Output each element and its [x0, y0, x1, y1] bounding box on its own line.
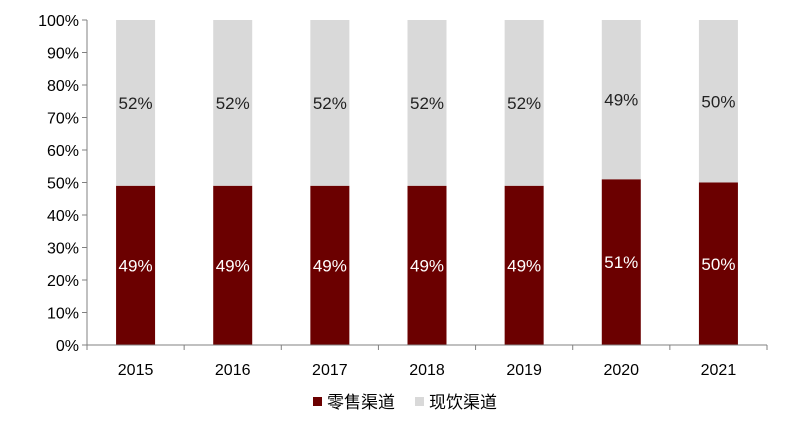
y-tick-label-0: 0% — [56, 338, 79, 355]
data-label-onpremise-2016: 52% — [216, 94, 250, 113]
x-tick-label-2015: 2015 — [118, 362, 154, 379]
bar-retail-2018 — [407, 185, 447, 345]
bar-onpremise-2018 — [407, 20, 447, 186]
bar-retail-2020 — [601, 179, 641, 345]
x-tick-label-2019: 2019 — [506, 362, 542, 379]
x-tick-label-2016: 2016 — [215, 362, 251, 379]
legend: 零售渠道 现饮渠道 — [313, 393, 497, 413]
y-tick-label-5: 50% — [47, 176, 79, 193]
bar-retail-2021 — [698, 182, 738, 345]
data-label-retail-2019: 49% — [507, 256, 541, 275]
x-tick-label-2018: 2018 — [409, 362, 445, 379]
y-tick-label-2: 20% — [47, 273, 79, 290]
legend-label-1: 现饮渠道 — [429, 393, 497, 413]
bar-retail-2015 — [116, 185, 156, 345]
data-labels: 49% 52% 49% 52% 49% 52% 49% 52% 49% 52% 51% 49% 50% 5… — [119, 91, 736, 276]
y-tick-label-10: 100% — [38, 13, 79, 30]
data-label-retail-2016: 49% — [216, 256, 250, 275]
data-label-onpremise-2019: 52% — [507, 94, 541, 113]
data-label-retail-2015: 49% — [119, 256, 153, 275]
legend-swatch-0 — [313, 397, 322, 406]
data-label-retail-2018: 49% — [410, 256, 444, 275]
bar-onpremise-2021 — [698, 20, 738, 183]
data-label-onpremise-2020: 49% — [604, 91, 638, 110]
bar-retail-2019 — [504, 185, 544, 345]
legend-swatch-1 — [415, 397, 424, 406]
y-tick-label-4: 40% — [47, 208, 79, 225]
y-tick-label-1: 10% — [47, 306, 79, 323]
axes: 2015 2016 2017 2018 2019 2020 2021 0% 10% 20% 30% 4… — [38, 13, 768, 379]
legend-label-0: 零售渠道 — [327, 393, 395, 413]
bar-retail-2016 — [213, 185, 253, 345]
data-label-onpremise-2015: 52% — [119, 94, 153, 113]
data-label-onpremise-2018: 52% — [410, 94, 444, 113]
x-tick-label-2017: 2017 — [312, 362, 348, 379]
bar-onpremise-2017 — [310, 20, 350, 186]
data-label-onpremise-2017: 52% — [313, 94, 347, 113]
y-tick-label-3: 30% — [47, 241, 79, 258]
y-tick-label-6: 60% — [47, 143, 79, 160]
bar-onpremise-2016 — [213, 20, 253, 186]
data-label-retail-2020: 51% — [604, 253, 638, 272]
y-tick-label-9: 90% — [47, 46, 79, 63]
y-tick-label-8: 80% — [47, 78, 79, 95]
data-label-retail-2017: 49% — [313, 256, 347, 275]
data-label-onpremise-2021: 50% — [701, 92, 735, 111]
bars-layer — [116, 20, 738, 345]
bar-onpremise-2020 — [601, 20, 641, 180]
x-tick-label-2020: 2020 — [603, 362, 639, 379]
y-tick-label-7: 70% — [47, 111, 79, 128]
data-label-retail-2021: 50% — [701, 255, 735, 274]
x-tick-label-2021: 2021 — [701, 362, 737, 379]
bar-onpremise-2019 — [504, 20, 544, 186]
bar-onpremise-2015 — [116, 20, 156, 186]
bar-retail-2017 — [310, 185, 350, 345]
